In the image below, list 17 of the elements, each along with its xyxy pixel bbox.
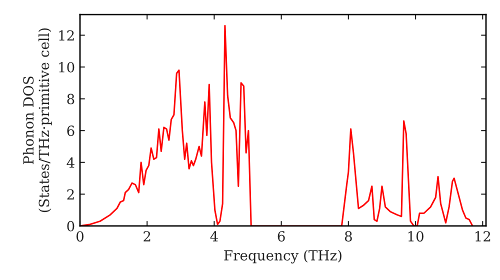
x-tick-label: 2: [144, 231, 150, 242]
line-series: [80, 24, 474, 226]
y-axis-title: Phonon DOS (States/THz·primitive cell): [22, 28, 52, 212]
x-tick-label: 8: [344, 231, 352, 242]
y-tick-label: 4: [66, 157, 74, 168]
x-tick-label: 4: [210, 231, 218, 242]
y-tick-label: 10: [59, 62, 74, 72]
x-axis-title: Frequency (THz): [224, 250, 342, 264]
x-tick-label: 0: [76, 231, 84, 242]
x-tick-label: 10: [408, 231, 424, 242]
y-tick-label: 8: [67, 94, 74, 104]
y-tick-label: 12: [59, 30, 74, 40]
x-tick-label: 6: [278, 231, 285, 242]
x-tick-label: 12: [476, 231, 490, 242]
y-tick-label: 2: [67, 189, 74, 200]
y-tick-label: 0: [67, 220, 74, 232]
y-tick-label: 6: [67, 126, 74, 136]
